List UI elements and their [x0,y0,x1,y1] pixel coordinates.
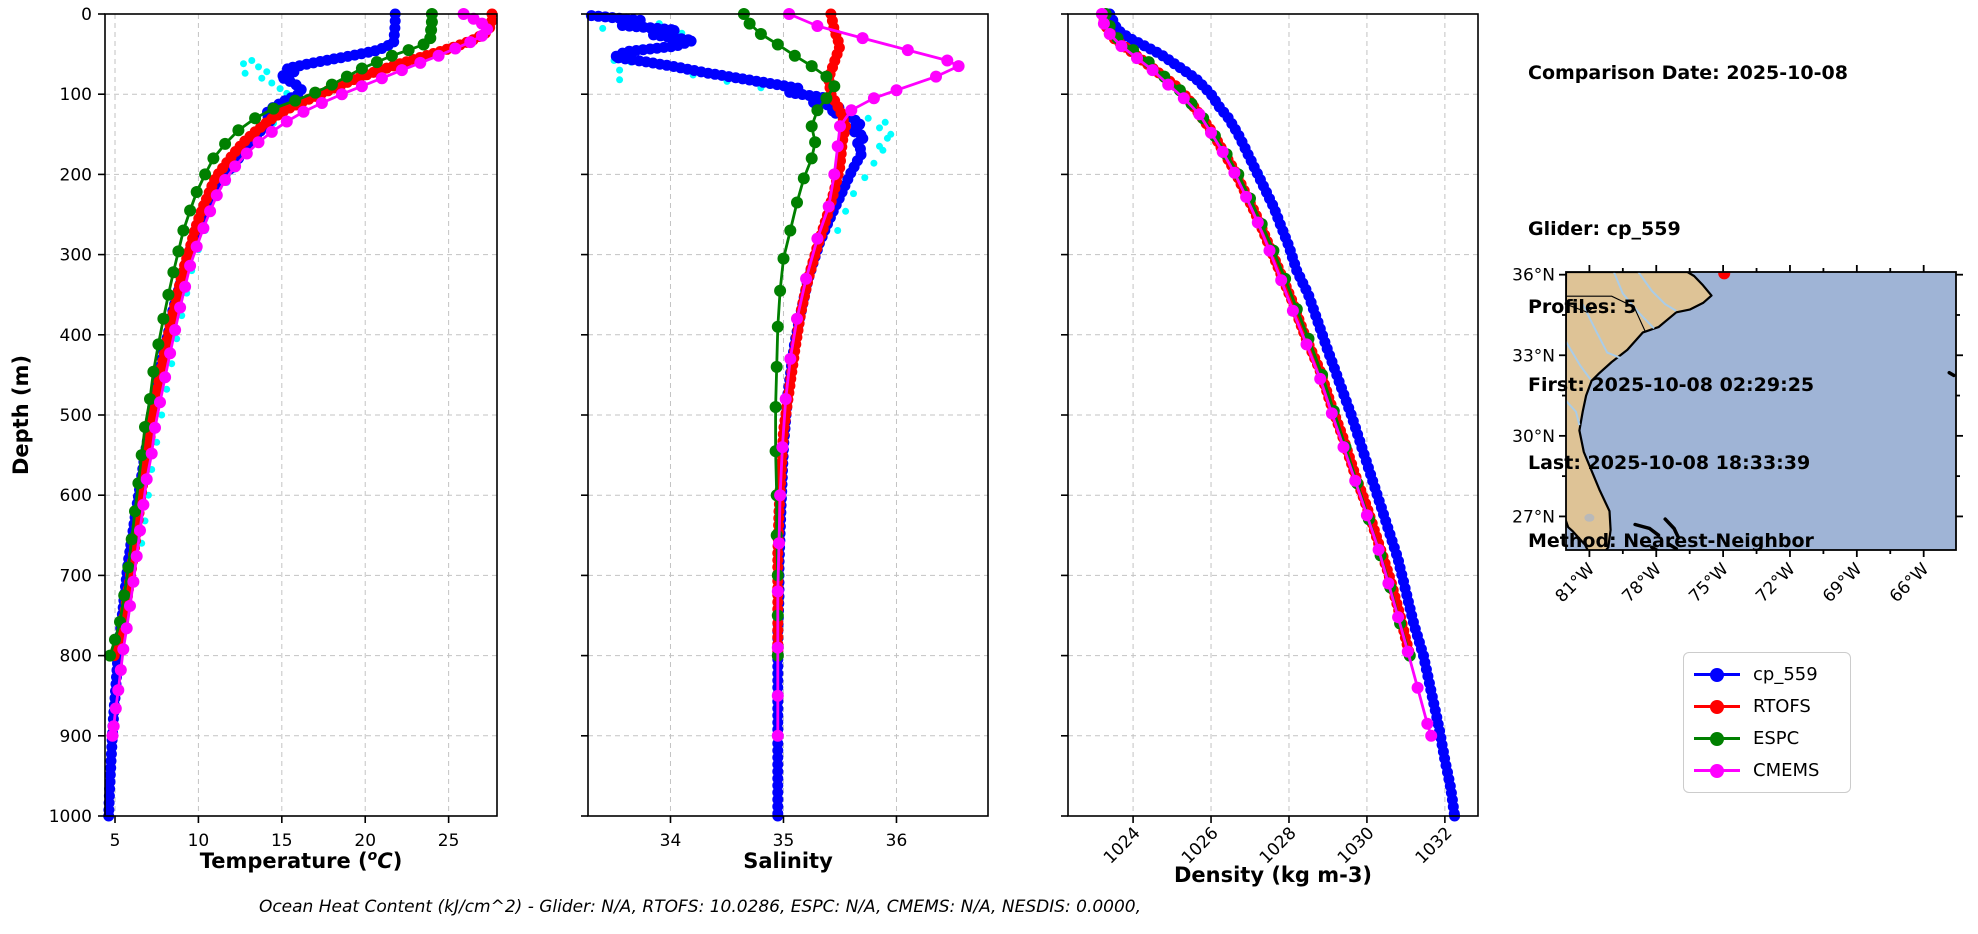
y-tick-label: 800 [60,647,92,667]
x-axis-label: Temperature (oC) [200,848,403,873]
legend-entry-cp_559: cp_559 [1684,662,1850,688]
legend: cp_559 RTOFS ESPC CMEMS [1683,652,1851,793]
y-tick-label: 400 [60,326,92,346]
y-tick-label: 600 [60,486,92,506]
map-state-border [1566,295,1646,332]
y-tick-label: 100 [60,85,92,105]
x-tick-label: 5 [110,831,121,851]
x-tick-label: 10 [188,831,210,851]
map-island [1663,517,1681,540]
x-axis-label: Salinity [743,849,833,873]
map-lat-label: 36°N [1512,266,1555,286]
legend-label: cp_559 [1753,664,1818,685]
plot-temperature-c: 5 10 15 20 25 0 100 200 300 400 500 600 700 800 900 100… [49,5,498,873]
info-profiles: Profiles: 5 [1528,296,1637,318]
series-ESPC [104,8,438,662]
info-method: Method: Nearest-Neighbor [1528,530,1814,552]
info-glider: Glider: cp_559 [1528,218,1681,240]
x-tick-label: 20 [354,831,376,851]
y-tick-label: 700 [60,566,92,586]
info-panel: Comparison Date: 2025-10-08 Glider: cp_5… [1528,8,1968,606]
comparison-date: Comparison Date: 2025-10-08 [1528,62,1848,84]
y-tick-label: 300 [60,246,92,266]
plot-salinity: 34 35 36 Salinity [581,8,989,873]
x-tick-label: 15 [271,831,293,851]
legend-line-marker [1694,699,1740,714]
map-island [1947,370,1956,378]
map-river [1566,400,1581,426]
legend-line-marker [1694,731,1740,746]
legend-label: CMEMS [1753,760,1820,781]
series-CMEMS [771,8,965,742]
map-lat-label: 27°N [1512,507,1555,527]
y-tick-label: 1000 [49,807,92,827]
map-river [1637,272,1677,312]
x-tick-label: 36 [886,831,908,851]
info-first: First: 2025-10-08 02:29:25 [1528,374,1815,396]
map-frame [1565,271,1957,551]
map-river [1581,303,1621,359]
legend-line-marker [1694,763,1740,778]
y-tick-label: 200 [60,165,92,185]
info-last: Last: 2025-10-08 18:33:39 [1528,452,1811,474]
legend-entry-RTOFS: RTOFS [1684,694,1850,720]
map-lat-label: 30°N [1512,427,1555,447]
series-CMEMS [106,8,493,742]
map-lake [1584,513,1595,522]
x-tick-label: 35 [773,831,795,851]
glider-position-marker [1718,272,1731,280]
legend-entry-ESPC: ESPC [1684,726,1850,752]
y-tick-label: 500 [60,406,92,426]
series-CMEMS [1095,8,1438,742]
ocean-heat-content-note: Ocean Heat Content (kJ/cm^2) - Glider: N… [258,897,1142,917]
legend-line-marker [1694,667,1740,682]
map-state-border [1566,303,1595,313]
map-river [1566,341,1592,380]
map-lat-label: 33°N [1512,346,1555,366]
map-island [1667,542,1679,550]
map-island [1633,522,1661,537]
x-axis-label: Density (kg m-3) [1174,863,1372,887]
map-river [1612,272,1655,330]
legend-entry-CMEMS: CMEMS [1684,758,1850,784]
info-gap [1528,138,1968,164]
y-tick-label: 0 [81,5,92,25]
y-axis-label: Depth (m) [9,355,33,475]
x-tick-label: 25 [438,831,460,851]
x-tick-label: 34 [660,831,682,851]
series-cp_559 [1104,8,1461,822]
legend-label: RTOFS [1753,696,1811,717]
y-tick-label: 900 [60,727,92,747]
legend-label: ESPC [1753,728,1800,749]
